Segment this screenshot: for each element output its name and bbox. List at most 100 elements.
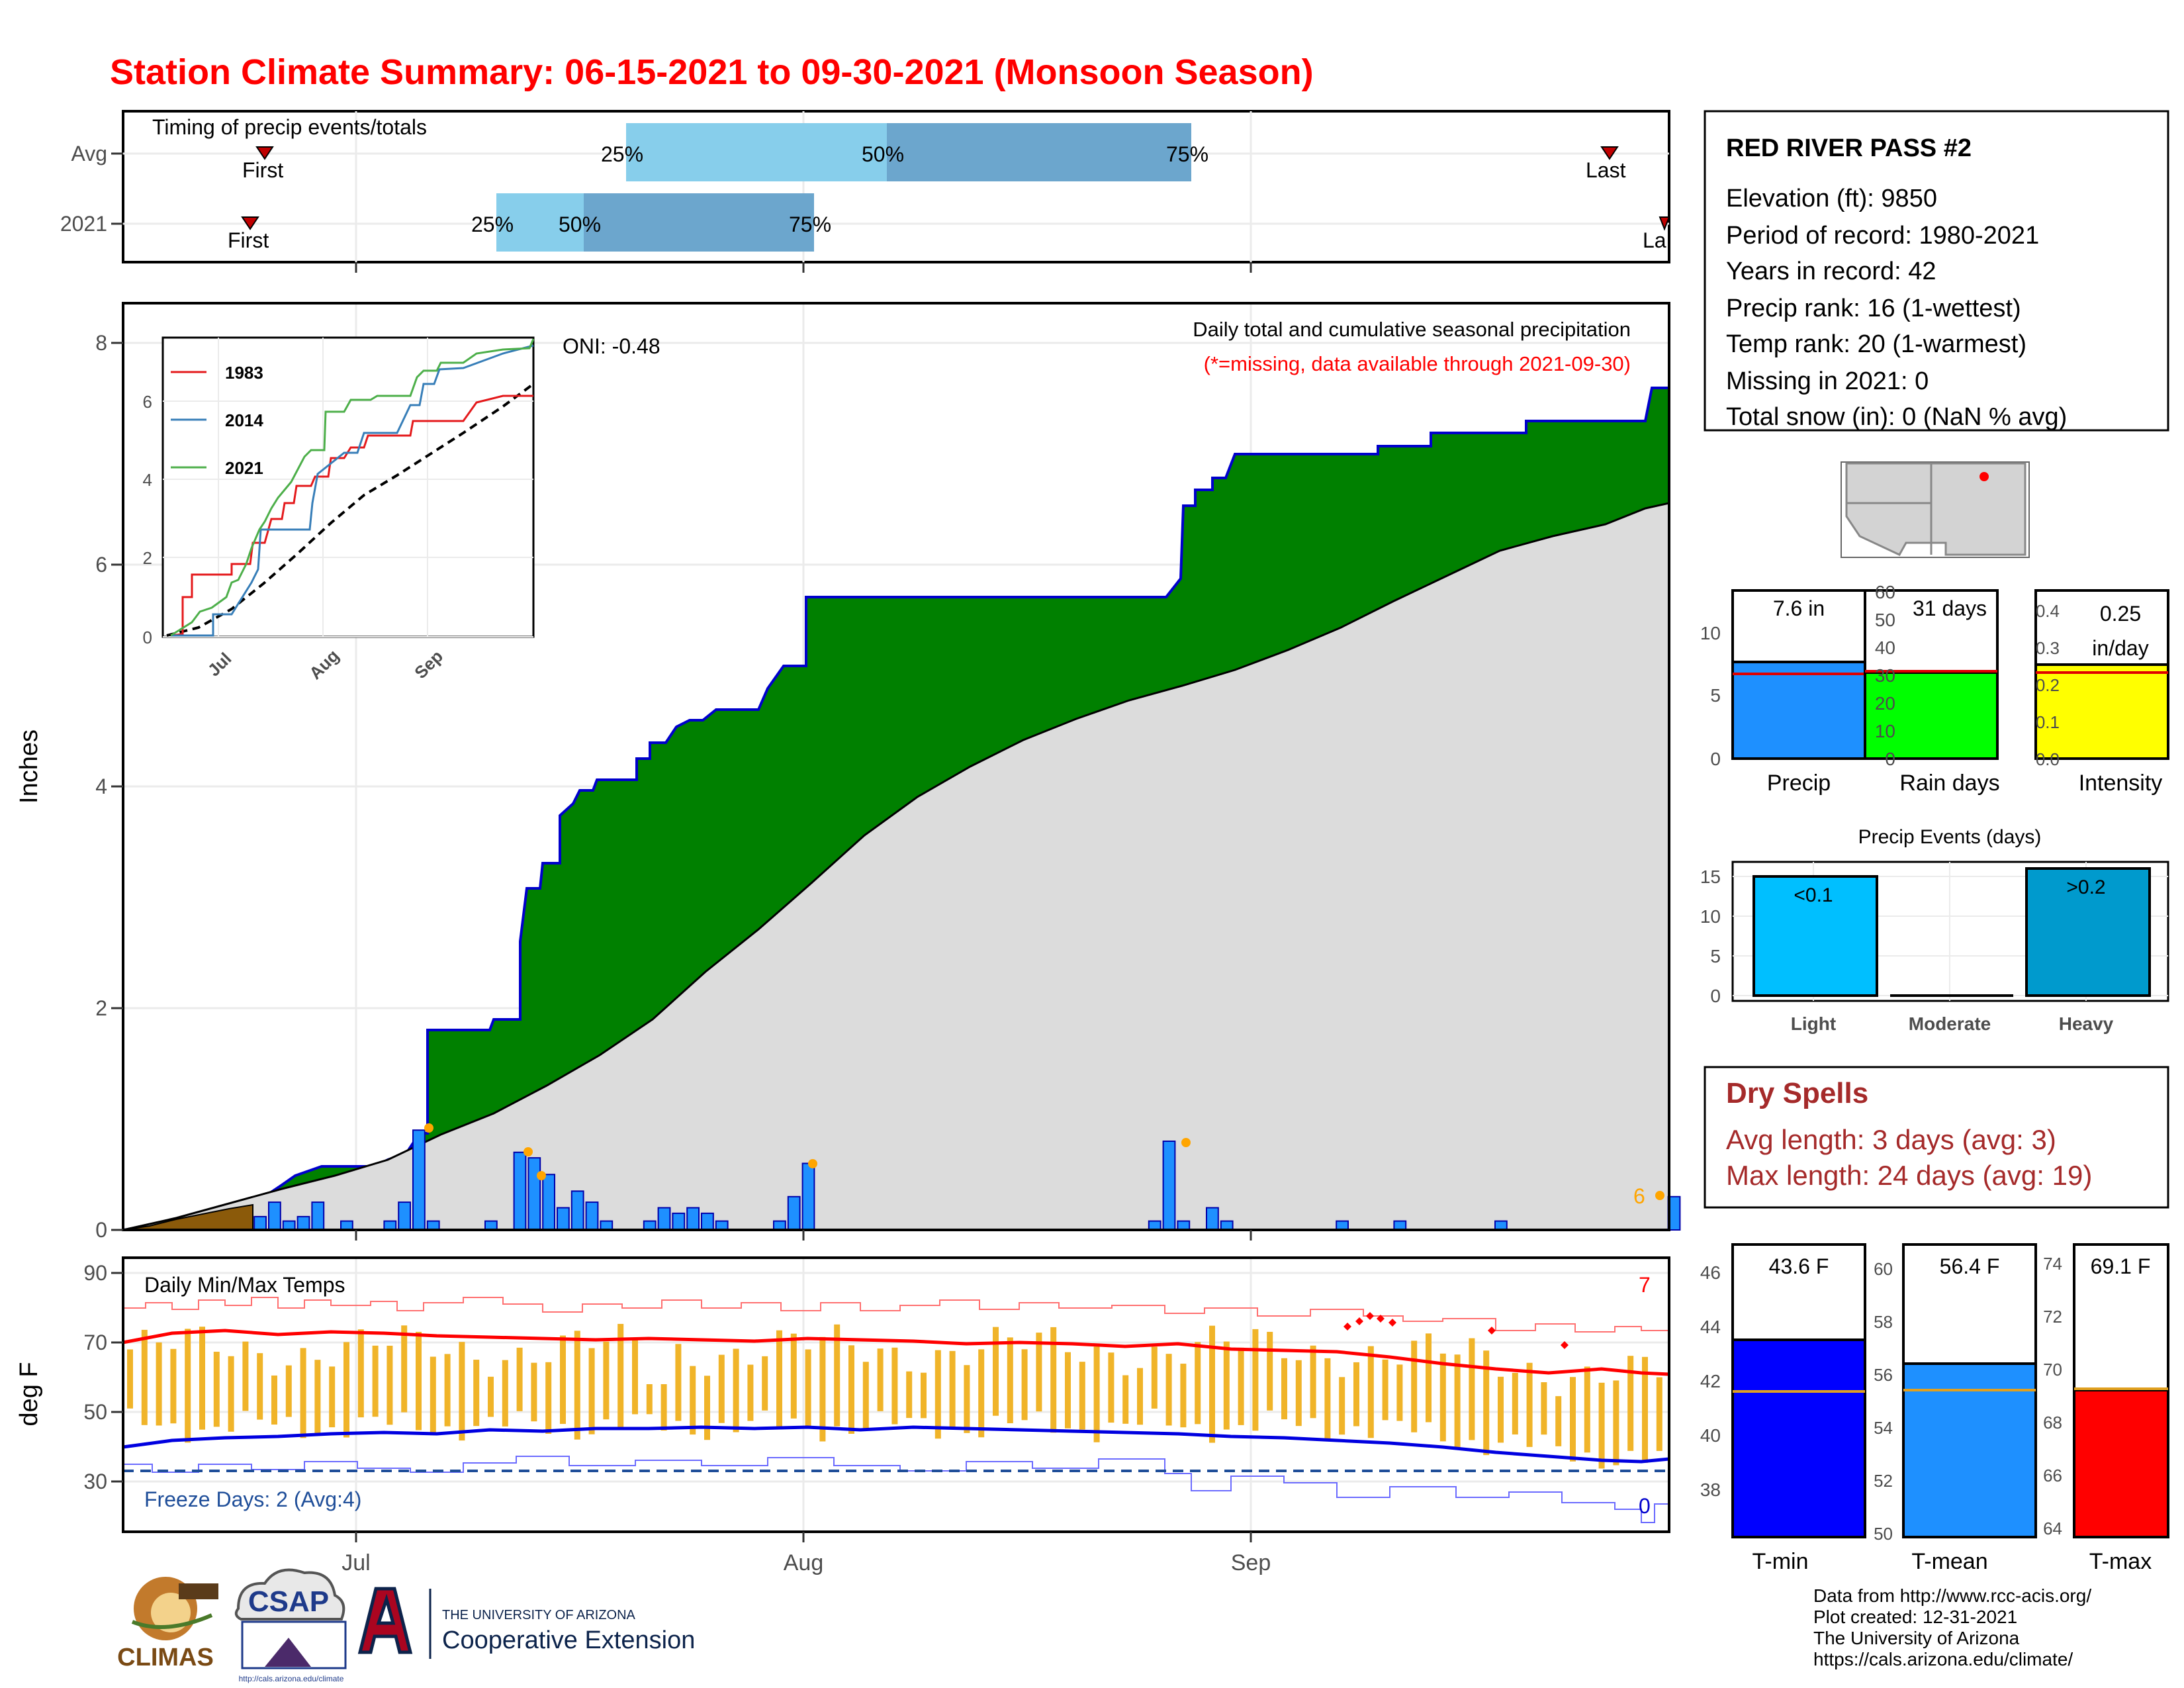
csap-logo: CSAP http://cals.arizona.edu/climate	[234, 1568, 347, 1683]
daily-temp-bar	[1065, 1352, 1071, 1429]
daily-temp-bar	[1469, 1338, 1475, 1440]
dry-avg: Avg length: 3 days (avg: 3)	[1726, 1124, 2056, 1155]
daily-temp-bar	[762, 1356, 768, 1411]
daily-temp-bar	[560, 1335, 566, 1425]
daily-temp-bar	[1310, 1345, 1316, 1419]
daily-temp-bar	[834, 1324, 841, 1427]
csap-logo-url: http://cals.arizona.edu/climate	[239, 1674, 344, 1683]
temp-ytick: 30	[83, 1470, 107, 1493]
events-ytick: 10	[1700, 906, 1721, 927]
daily-temp-bar	[993, 1327, 999, 1416]
daily-temp-bar	[516, 1347, 523, 1411]
daily-temp-bar	[127, 1349, 133, 1409]
precip-bar-ytick: 10	[1700, 623, 1721, 643]
daily-temp-bar	[1151, 1346, 1158, 1409]
daily-temp-bar	[718, 1354, 725, 1423]
timing-ylabel-2021: 2021	[60, 212, 107, 236]
timing-avg-first-label: First	[242, 158, 283, 182]
tmean-ytick: 56	[1874, 1365, 1893, 1385]
daily-precip-bar	[527, 1157, 541, 1231]
timing-2021-p75: 75%	[789, 212, 831, 236]
precip-total-bar	[1731, 661, 1866, 760]
cumulative-early-area	[122, 1203, 253, 1231]
daily-temp-bar	[906, 1371, 913, 1419]
raindays-ytick: 30	[1875, 665, 1895, 686]
daily-temp-bar	[1079, 1362, 1085, 1430]
ua-line1: THE UNIVERSITY OF ARIZONA	[442, 1608, 636, 1622]
climas-logo-text: CLIMAS	[117, 1644, 214, 1671]
inset-ytick: 6	[143, 392, 152, 412]
daily-temp-bar	[271, 1375, 277, 1425]
daily-temp-bar	[1454, 1354, 1461, 1449]
tmax-ytick: 68	[2043, 1413, 2062, 1432]
daily-temp-bar	[819, 1336, 826, 1442]
daily-precip-bar	[1494, 1220, 1508, 1231]
daily-temp-bar	[1555, 1396, 1562, 1446]
temp-summary-bars: 43.6 F 38 40 42 44 46 T-min 56.4 F 50 52…	[1700, 1243, 2169, 1574]
credit-line: Data from http://www.rcc-acis.org/	[1813, 1585, 2091, 1606]
daily-temp-bar	[848, 1345, 854, 1434]
daily-temp-bar	[1613, 1380, 1619, 1466]
intensity-bar	[2034, 663, 2169, 760]
precip-caption: Daily total and cumulative seasonal prec…	[1193, 318, 1631, 341]
timing-avg-last-marker-icon	[1600, 146, 1619, 160]
precip-bar-ytick: 5	[1710, 685, 1721, 706]
daily-temp-bar	[588, 1348, 595, 1434]
daily-temp-bar	[660, 1384, 667, 1431]
daily-temp-bar	[1541, 1382, 1547, 1435]
tmin-ytick: 38	[1700, 1479, 1721, 1500]
temp-ytick: 90	[83, 1261, 107, 1285]
daily-temp-bar	[1584, 1366, 1590, 1453]
daily-temp-bar	[372, 1345, 379, 1417]
daily-temp-bar	[574, 1331, 580, 1440]
daily-temp-bar	[1512, 1372, 1518, 1435]
daily-precip-bar	[282, 1220, 296, 1231]
tmin-bar	[1731, 1338, 1866, 1538]
tmean-ytick: 52	[1874, 1471, 1893, 1491]
daily-temp-bar	[891, 1347, 898, 1425]
page-title: Station Climate Summary: 06-15-2021 to 0…	[110, 52, 1314, 92]
daily-temp-bars	[127, 1323, 1662, 1469]
daily-precip-bar	[340, 1220, 353, 1231]
station-line: Years in record: 42	[1726, 258, 1936, 285]
daily-precip-bar	[801, 1162, 815, 1231]
precip-days-count: 6	[1633, 1184, 1645, 1208]
daily-precip-bar	[1393, 1220, 1407, 1231]
daily-temp-bar	[877, 1348, 884, 1411]
climas-logo: CLIMAS	[117, 1577, 218, 1671]
tmean-bar	[1902, 1362, 2037, 1538]
daily-precip-bar	[715, 1220, 729, 1231]
tmean-ytick: 54	[1874, 1418, 1893, 1438]
station-location-dot	[1979, 472, 1989, 481]
daily-temp-bar	[1108, 1352, 1115, 1423]
intensity-ytick: 0.1	[2036, 712, 2060, 732]
csap-logo-text: CSAP	[248, 1585, 329, 1618]
daily-temp-bar	[964, 1365, 970, 1433]
precip-max-markers	[424, 1123, 1664, 1200]
record-max-line	[123, 1297, 1669, 1333]
station-line: Period of record: 1980-2021	[1726, 222, 2039, 250]
credit-line: Plot created: 12-31-2021	[1813, 1607, 2017, 1627]
daily-precip-bar	[398, 1201, 412, 1231]
timing-panel: Timing of precip events/totals 25% 50% 7…	[60, 110, 1670, 273]
daily-temp-bar	[733, 1348, 739, 1432]
temp-ylabel: deg F	[15, 1362, 43, 1426]
xaxis-tick-aug: Aug	[784, 1550, 824, 1575]
inset-legend-2014: 2014	[225, 410, 263, 430]
tmean-value: 56.4 F	[1940, 1254, 2000, 1278]
daily-precip-bar	[657, 1207, 671, 1231]
daily-precip-bar	[296, 1215, 310, 1231]
precip-oni: ONI: -0.48	[563, 334, 660, 358]
events-heavy-label: >0.2	[2066, 876, 2105, 898]
precip-ytick: 4	[95, 774, 107, 798]
tmin-ytick: 42	[1700, 1371, 1721, 1391]
station-name: RED RIVER PASS #2	[1726, 134, 1972, 162]
events-category: Light	[1791, 1013, 1836, 1034]
daily-precip-bar	[383, 1220, 397, 1231]
daily-temp-bar	[704, 1376, 710, 1440]
tmax-ytick: 64	[2043, 1519, 2062, 1538]
events-ytick: 15	[1700, 867, 1721, 887]
precip-ytick: 2	[95, 996, 107, 1020]
daily-temp-bar	[1526, 1362, 1533, 1447]
precip-note: (*=missing, data available through 2021-…	[1204, 352, 1631, 375]
